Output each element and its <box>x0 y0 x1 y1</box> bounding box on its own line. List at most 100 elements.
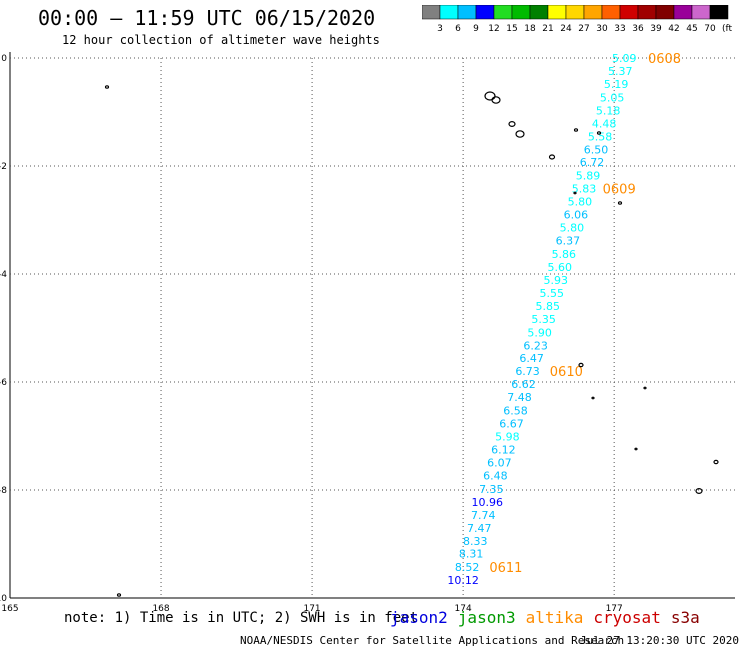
y-tick-label: -4 <box>0 270 7 280</box>
wave-height-label: 5.37 <box>608 65 633 78</box>
time-label: 0609 <box>603 183 636 198</box>
island-outline <box>695 488 703 495</box>
island-outline <box>508 120 516 127</box>
wave-height-label: 5.83 <box>572 183 597 196</box>
wave-height-label: 6.06 <box>564 209 589 222</box>
legend-jason2: jason2 <box>390 608 448 627</box>
wave-height-label: 6.58 <box>503 405 528 418</box>
wave-height-label: 6.62 <box>511 378 536 391</box>
wave-height-label: 8.31 <box>459 548 484 561</box>
wave-height-label: 5.55 <box>539 287 564 300</box>
scale-label: 6 <box>455 24 461 34</box>
time-label: 0610 <box>550 365 583 380</box>
wave-height-label: 6.47 <box>519 352 544 365</box>
wave-height-label: 8.33 <box>463 535 488 548</box>
island-outline <box>591 396 595 400</box>
scale-label: 18 <box>524 24 536 34</box>
wave-height-label: 5.89 <box>576 170 601 183</box>
scale-label: 27 <box>578 24 589 34</box>
island-outline <box>491 96 501 104</box>
chart-title: 00:00 – 11:59 UTC 06/15/2020 <box>38 6 376 30</box>
island-outline <box>617 201 623 205</box>
wave-height-label: 5.05 <box>600 91 625 104</box>
wave-height-label: 4.48 <box>592 117 617 130</box>
wave-height-label: 6.72 <box>580 156 605 169</box>
scale-label: 70 <box>704 24 716 34</box>
scale-label: 21 <box>542 24 553 34</box>
legend-s3a: s3a <box>670 608 700 627</box>
wave-height-label: 6.73 <box>515 365 540 378</box>
scale-label: 15 <box>506 24 517 34</box>
wave-height-label: 5.93 <box>544 274 569 287</box>
scale-label: 24 <box>560 24 572 34</box>
wave-height-label: 5.98 <box>495 431 520 444</box>
wave-height-label: 6.23 <box>523 339 548 352</box>
timestamp-line: Jul 27 13:20:30 UTC 2020 <box>580 634 739 647</box>
wave-height-label: 5.35 <box>531 313 556 326</box>
island-outline <box>643 386 647 390</box>
wave-height-label: 6.12 <box>491 444 516 457</box>
wave-height-label: 6.48 <box>483 469 508 482</box>
units-note: note: 1) Time is in UTC; 2) SWH is in fe… <box>64 610 419 626</box>
time-label: 0611 <box>489 561 522 576</box>
wave-height-label: 5.09 <box>612 52 637 65</box>
y-tick-label: -2 <box>0 162 7 172</box>
wave-height-label: 6.50 <box>584 143 609 156</box>
scale-label: 45 <box>686 24 697 34</box>
scale-unit: (ft) <box>722 24 732 34</box>
island-outline <box>573 128 579 132</box>
wave-height-label: 5.19 <box>604 78 629 91</box>
wave-height-label: 8.52 <box>455 561 480 574</box>
wave-height-label: 5.85 <box>535 300 560 313</box>
island-outline <box>713 459 719 465</box>
y-tick-label: -8 <box>0 486 7 496</box>
wave-height-label: 10.96 <box>472 496 504 509</box>
wave-height-label: 6.37 <box>556 235 581 248</box>
wave-height-label: 5.58 <box>588 130 613 143</box>
y-tick-label: -10 <box>0 594 7 604</box>
scale-swatch <box>709 5 729 20</box>
wave-height-label: 5.18 <box>596 104 621 117</box>
wave-height-label: 10.12 <box>447 574 479 587</box>
wave-height-label: 5.80 <box>560 222 585 235</box>
island-outline <box>573 191 577 195</box>
scale-label: 9 <box>473 24 479 34</box>
scale-label: 42 <box>668 24 679 34</box>
island-outline <box>104 85 110 89</box>
credit-line: NOAA/NESDIS Center for Satellite Applica… <box>240 634 625 647</box>
x-tick-label: 168 <box>152 604 169 614</box>
island-outline <box>116 593 122 597</box>
wave-height-label: 7.47 <box>467 522 492 535</box>
satellite-legend: jason2 jason3 altika cryosat s3a <box>390 608 710 627</box>
y-tick-label: -6 <box>0 378 7 388</box>
wave-height-label: 7.74 <box>471 509 496 522</box>
wave-height-label: 6.67 <box>499 418 524 431</box>
x-tick-label: 174 <box>455 604 472 614</box>
legend-jason3: jason3 <box>457 608 516 627</box>
island-outline <box>548 154 556 160</box>
scale-label: 3 <box>437 24 443 34</box>
scale-label: 36 <box>632 24 644 34</box>
island-outline <box>578 362 584 368</box>
island-outline <box>634 447 638 451</box>
x-tick-label: 171 <box>303 604 320 614</box>
legend-cryosat: cryosat <box>593 608 661 627</box>
x-tick-label: 165 <box>1 604 18 614</box>
island-outline <box>515 130 525 138</box>
x-tick-label: 177 <box>606 604 623 614</box>
legend-altika: altika <box>525 608 584 627</box>
chart-subtitle: 12 hour collection of altimeter wave hei… <box>62 33 380 47</box>
wave-height-label: 7.35 <box>479 483 504 496</box>
wave-height-label: 6.07 <box>487 456 512 469</box>
island-outline <box>596 131 602 135</box>
wave-height-label: 7.48 <box>507 391 532 404</box>
scale-label: 12 <box>488 24 499 34</box>
wave-height-label: 5.90 <box>527 326 552 339</box>
scale-label: 30 <box>596 24 608 34</box>
time-label: 0608 <box>648 52 681 67</box>
scale-label: 33 <box>614 24 625 34</box>
wave-height-label: 5.80 <box>568 196 593 209</box>
wave-height-label: 5.60 <box>548 261 573 274</box>
